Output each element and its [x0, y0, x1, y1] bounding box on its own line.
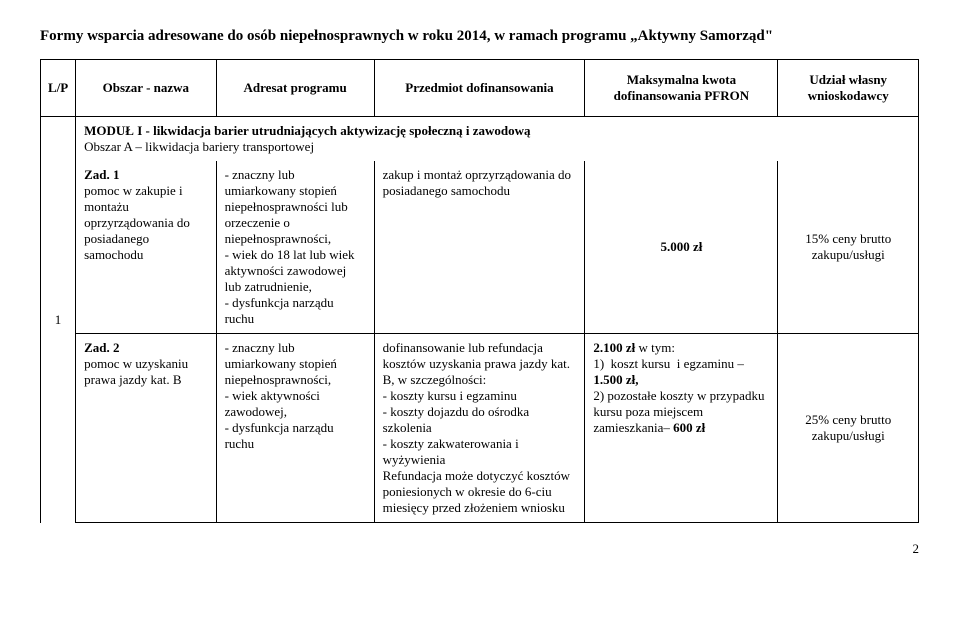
cell-module: MODUŁ I - likwidacja barier utrudniający…: [76, 117, 919, 162]
zad2-label: Zad. 2: [84, 340, 119, 355]
zad2-kwota-head: 2.100 zł: [593, 340, 635, 355]
support-table: L/P Obszar - nazwa Adresat programu Prze…: [40, 59, 919, 523]
header-przedmiot: Przedmiot dofinansowania: [374, 60, 585, 117]
cell-zad1-kwota: 5.000 zł: [585, 161, 778, 334]
table-row: Zad. 2 pomoc w uzyskaniu prawa jazdy kat…: [41, 334, 919, 523]
module-row: 1 MODUŁ I - likwidacja barier utrudniają…: [41, 117, 919, 162]
cell-lp: 1: [41, 117, 76, 523]
zad1-desc: pomoc w zakupie i montażu oprzyrządowani…: [84, 183, 190, 262]
zad1-label: Zad. 1: [84, 167, 119, 182]
header-obszar: Obszar - nazwa: [76, 60, 216, 117]
cell-zad1-name: Zad. 1 pomoc w zakupie i montażu oprzyrz…: [76, 161, 216, 334]
header-kwota: Maksymalna kwota dofinansowania PFRON: [585, 60, 778, 117]
zad2-desc: pomoc w uzyskaniu prawa jazdy kat. B: [84, 356, 188, 387]
cell-zad2-name: Zad. 2 pomoc w uzyskaniu prawa jazdy kat…: [76, 334, 216, 523]
module-subtitle: Obszar A – likwidacja bariery transporto…: [84, 139, 910, 155]
cell-zad2-przedmiot: dofinansowanie lub refundacja kosztów uz…: [374, 334, 585, 523]
cell-zad2-adresat: - znaczny lub umiarkowany stopień niepeł…: [216, 334, 374, 523]
cell-zad1-adresat: - znaczny lub umiarkowany stopień niepeł…: [216, 161, 374, 334]
header-lp: L/P: [41, 60, 76, 117]
page-number: 2: [40, 541, 919, 557]
table-header-row: L/P Obszar - nazwa Adresat programu Prze…: [41, 60, 919, 117]
header-adresat: Adresat programu: [216, 60, 374, 117]
cell-zad1-przedmiot: zakup i montaż oprzyrządowania do posiad…: [374, 161, 585, 334]
cell-zad1-udzial: 15% ceny brutto zakupu/usługi: [778, 161, 919, 334]
module-title: MODUŁ I - likwidacja barier utrudniający…: [84, 123, 910, 139]
table-row: Zad. 1 pomoc w zakupie i montażu oprzyrz…: [41, 161, 919, 334]
page-title: Formy wsparcia adresowane do osób niepeł…: [40, 28, 919, 45]
header-udzial: Udział własny wnioskodawcy: [778, 60, 919, 117]
cell-zad2-kwota: 2.100 zł w tym: 1) koszt kursu i egzamin…: [585, 334, 778, 523]
cell-zad2-udzial: 25% ceny brutto zakupu/usługi: [778, 334, 919, 523]
